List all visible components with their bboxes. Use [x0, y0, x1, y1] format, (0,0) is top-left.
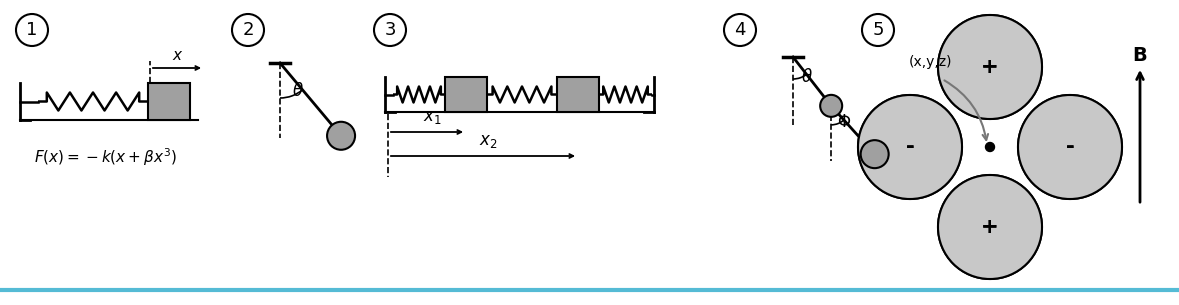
Text: $x_1$: $x_1$ [423, 108, 441, 126]
Circle shape [938, 15, 1042, 119]
Text: $\Phi$: $\Phi$ [837, 113, 851, 131]
Circle shape [938, 175, 1042, 279]
Text: -: - [905, 137, 914, 157]
Circle shape [1017, 95, 1122, 199]
Text: -: - [1066, 137, 1074, 157]
Circle shape [861, 140, 889, 168]
Circle shape [858, 95, 962, 199]
Bar [444, 77, 487, 112]
Text: 5: 5 [872, 21, 884, 39]
Text: 3: 3 [384, 21, 396, 39]
Text: -: - [905, 137, 914, 157]
Text: $\theta$: $\theta$ [801, 68, 812, 86]
Circle shape [821, 95, 842, 117]
Text: x: x [172, 48, 182, 63]
Text: +: + [981, 217, 999, 237]
Text: 1: 1 [26, 21, 38, 39]
Text: $x_2$: $x_2$ [479, 132, 498, 150]
Bar [149, 83, 190, 120]
Text: +: + [981, 217, 999, 237]
Circle shape [938, 15, 1042, 119]
Circle shape [1017, 95, 1122, 199]
Circle shape [858, 95, 962, 199]
Text: -: - [1066, 137, 1074, 157]
Circle shape [938, 175, 1042, 279]
Text: $\theta$: $\theta$ [292, 82, 304, 100]
Circle shape [327, 122, 355, 150]
Text: B: B [1133, 46, 1147, 65]
Text: +: + [981, 57, 999, 77]
Text: +: + [981, 57, 999, 77]
Text: (x,y,z): (x,y,z) [908, 55, 951, 69]
Bar [910, 67, 1071, 227]
Text: 2: 2 [242, 21, 253, 39]
Text: $F(x) = -k(x + \beta x^3)$: $F(x) = -k(x + \beta x^3)$ [33, 146, 177, 168]
Bar [556, 77, 599, 112]
Text: 4: 4 [735, 21, 746, 39]
Circle shape [986, 142, 995, 152]
